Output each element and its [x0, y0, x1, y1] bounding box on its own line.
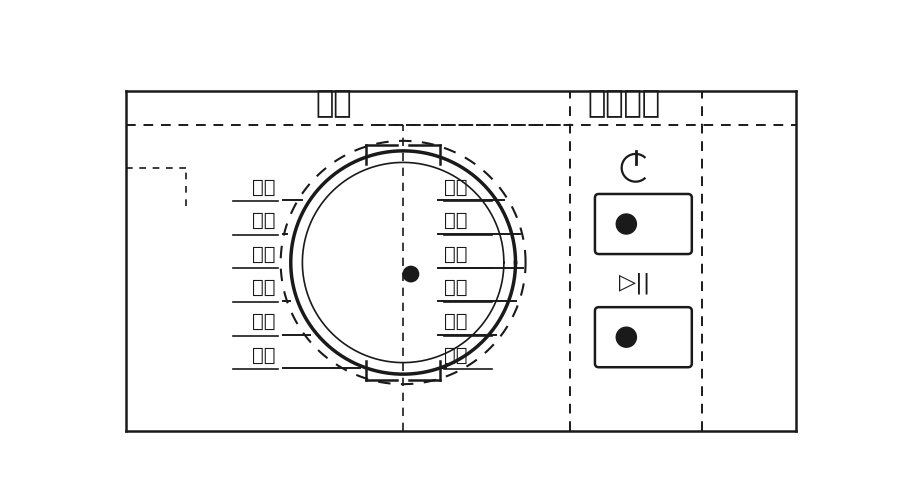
Text: 衬衫: 衬衫: [252, 278, 275, 297]
Text: 婴儿: 婴儿: [252, 346, 275, 364]
FancyBboxPatch shape: [595, 194, 692, 254]
Text: 强力: 强力: [445, 278, 468, 297]
Text: 内衣: 内衣: [252, 244, 275, 264]
Circle shape: [616, 327, 636, 347]
Circle shape: [616, 214, 636, 234]
Text: 纤薄: 纤薄: [252, 312, 275, 331]
Text: 标准: 标准: [445, 312, 468, 331]
Text: 旋钮: 旋钮: [315, 90, 352, 118]
Text: 床单: 床单: [252, 211, 275, 230]
Text: ▷||: ▷||: [619, 272, 652, 294]
Text: 智能: 智能: [445, 244, 468, 264]
Text: 棉麻: 棉麻: [445, 178, 468, 197]
Text: 牛仔: 牛仔: [252, 178, 275, 197]
FancyBboxPatch shape: [595, 307, 692, 367]
Text: 混合: 混合: [445, 211, 468, 230]
Text: 柔和: 柔和: [445, 346, 468, 364]
Circle shape: [403, 266, 418, 282]
Text: 电源按键: 电源按键: [588, 90, 661, 118]
